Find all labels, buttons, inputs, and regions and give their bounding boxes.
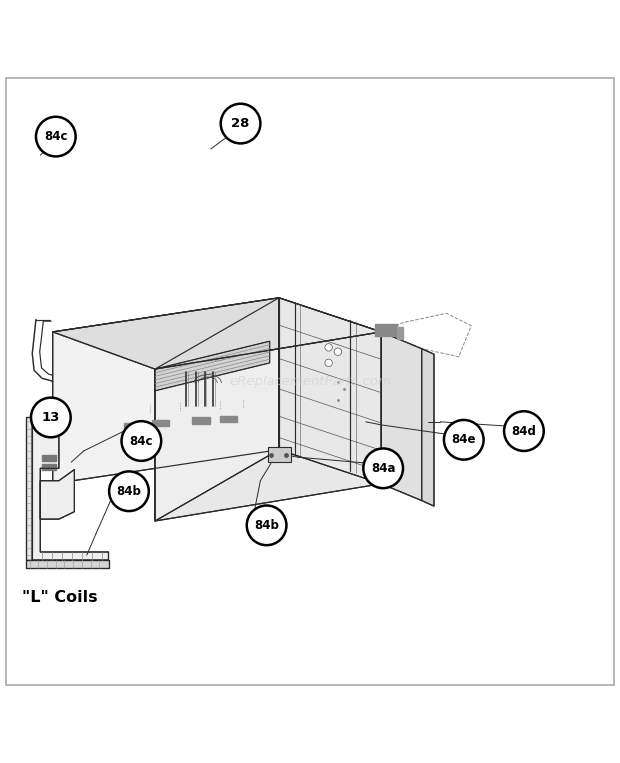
Text: 28: 28 xyxy=(231,117,250,130)
Polygon shape xyxy=(155,341,270,391)
Text: "L" Coils: "L" Coils xyxy=(22,590,97,605)
Polygon shape xyxy=(26,417,32,560)
Polygon shape xyxy=(422,349,434,506)
Circle shape xyxy=(109,472,149,511)
Circle shape xyxy=(444,420,484,459)
Text: 84e: 84e xyxy=(451,433,476,446)
Polygon shape xyxy=(381,332,422,501)
Text: 84b: 84b xyxy=(117,485,141,497)
Bar xyxy=(397,327,403,340)
Circle shape xyxy=(31,398,71,437)
Polygon shape xyxy=(53,298,279,484)
FancyBboxPatch shape xyxy=(124,423,141,430)
Circle shape xyxy=(334,348,342,356)
Circle shape xyxy=(247,506,286,546)
Circle shape xyxy=(325,343,332,351)
Text: 84c: 84c xyxy=(130,434,153,448)
FancyBboxPatch shape xyxy=(42,464,56,470)
FancyBboxPatch shape xyxy=(152,420,169,427)
Text: 84b: 84b xyxy=(254,519,279,532)
Polygon shape xyxy=(155,332,381,521)
FancyBboxPatch shape xyxy=(192,417,210,423)
Bar xyxy=(268,446,291,462)
Text: 13: 13 xyxy=(42,411,60,424)
Text: eReplacementParts.com: eReplacementParts.com xyxy=(229,375,391,388)
Circle shape xyxy=(122,421,161,461)
Text: 84d: 84d xyxy=(512,424,536,438)
FancyBboxPatch shape xyxy=(220,416,237,422)
Circle shape xyxy=(504,411,544,451)
Circle shape xyxy=(363,449,403,488)
Polygon shape xyxy=(53,298,381,369)
Polygon shape xyxy=(155,298,279,521)
Circle shape xyxy=(325,359,332,366)
Circle shape xyxy=(36,117,76,156)
Bar xyxy=(375,324,397,336)
FancyBboxPatch shape xyxy=(42,455,56,461)
Circle shape xyxy=(221,104,260,143)
Text: 84a: 84a xyxy=(371,462,396,475)
Polygon shape xyxy=(279,298,381,484)
Text: 84c: 84c xyxy=(44,130,68,143)
Polygon shape xyxy=(32,417,108,560)
Polygon shape xyxy=(26,560,108,568)
